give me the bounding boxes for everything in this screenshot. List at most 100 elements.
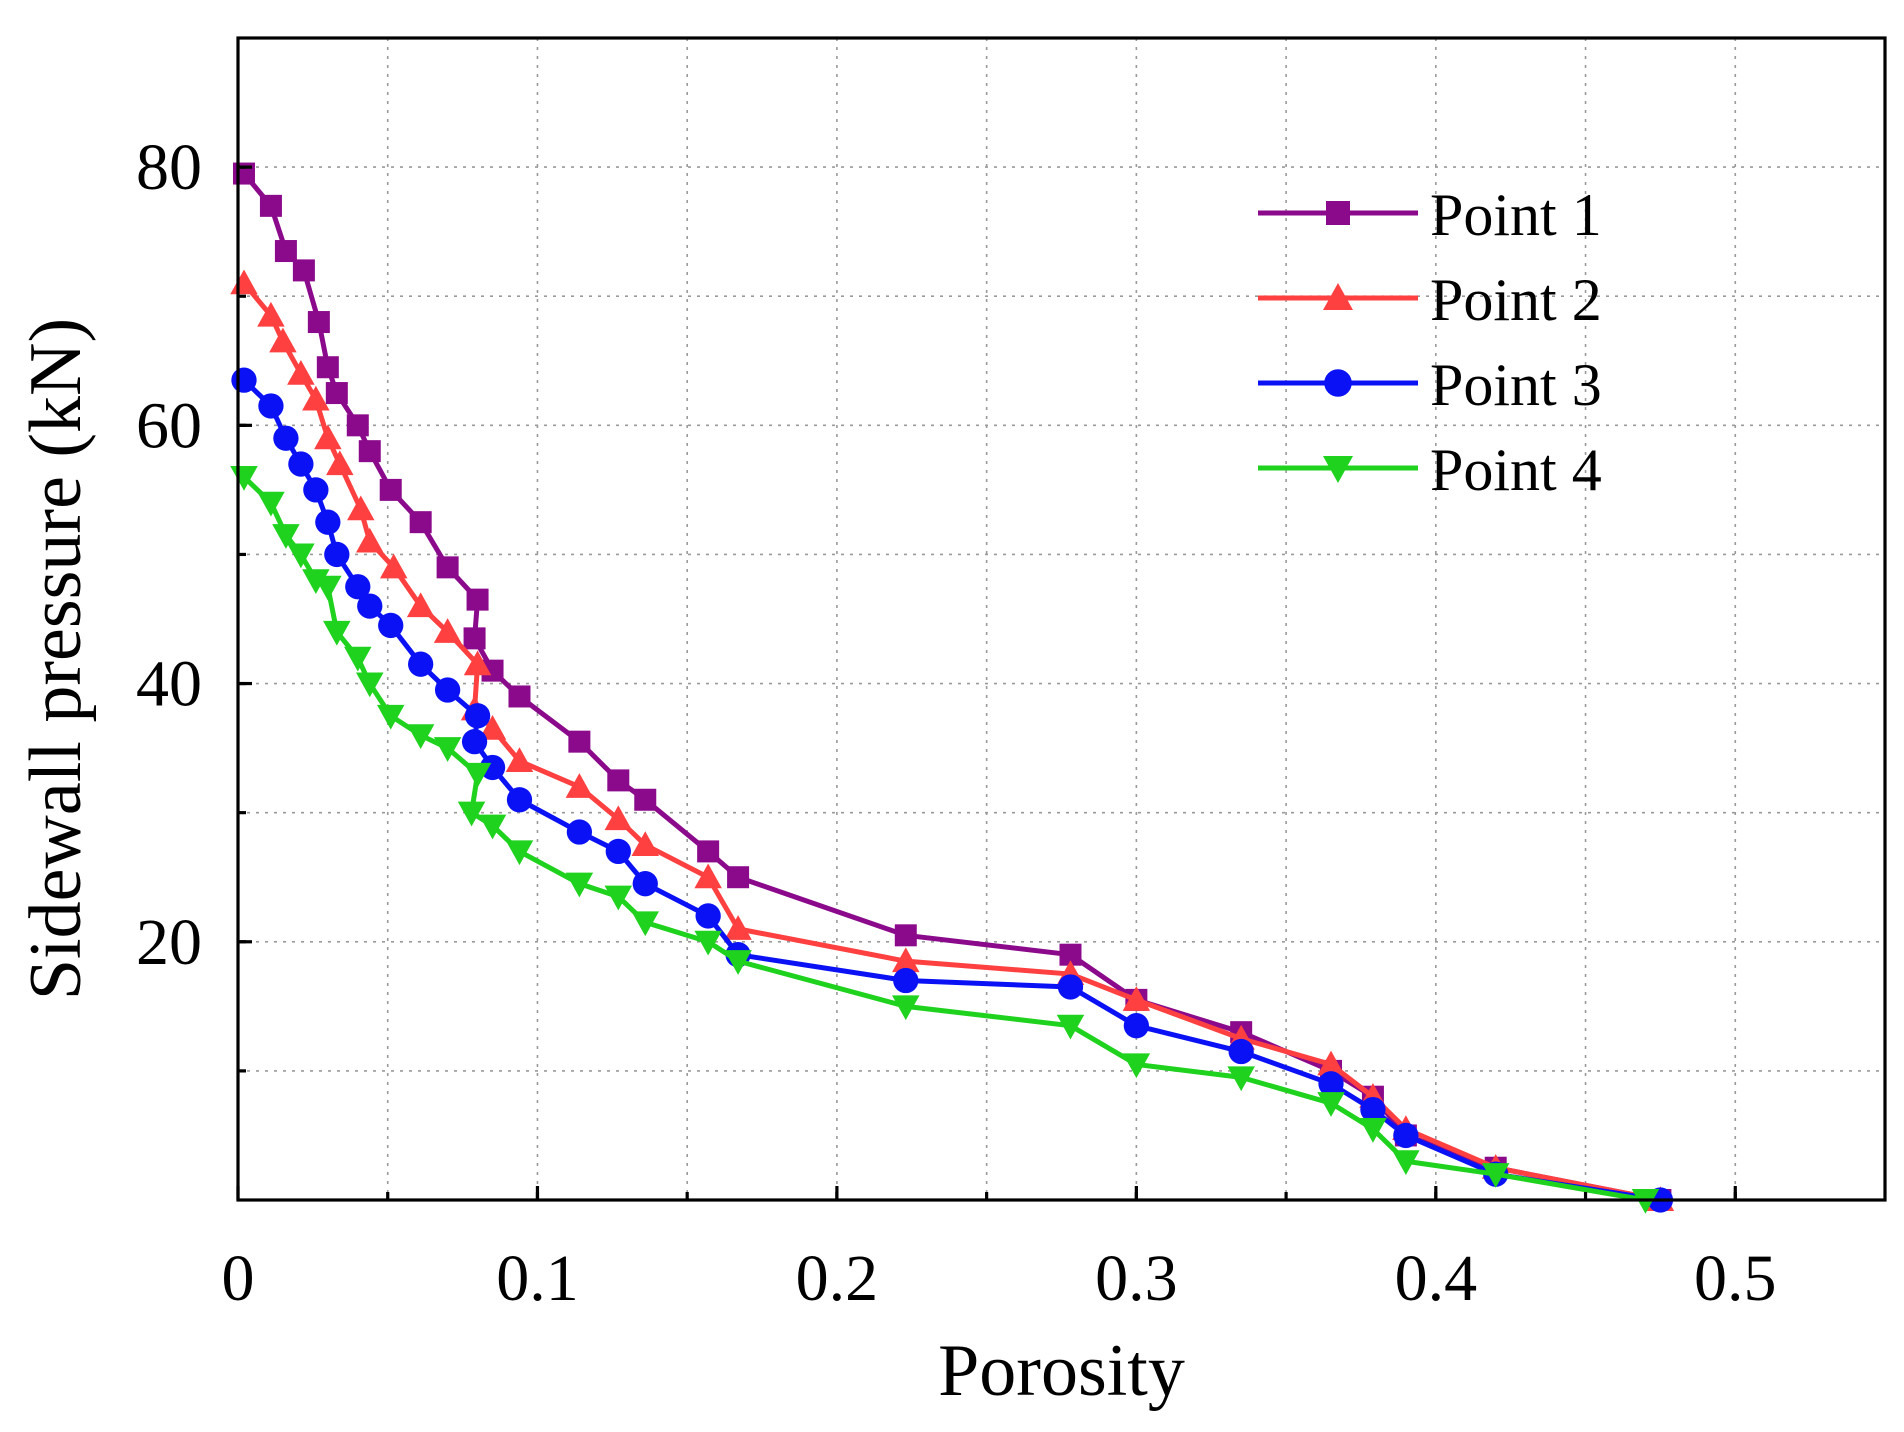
data-point-marker — [631, 911, 660, 937]
legend-entry-2: Point 2 — [1258, 267, 1602, 333]
data-point-marker — [508, 685, 531, 708]
data-point-marker — [1228, 1038, 1254, 1065]
data-point-marker — [316, 356, 339, 379]
data-point-marker — [269, 327, 297, 353]
data-point-marker — [315, 509, 341, 535]
data-point-marker — [464, 703, 491, 729]
data-point-marker — [274, 240, 297, 263]
data-point-marker — [604, 885, 633, 911]
data-point-marker — [1323, 283, 1353, 310]
data-point-marker — [892, 947, 920, 973]
y-axis-title: Sidewall pressure (kN) — [15, 318, 97, 1000]
data-point-marker — [434, 677, 461, 703]
data-point-marker — [1122, 1053, 1151, 1079]
legend-label: Point 1 — [1430, 182, 1602, 248]
data-point-marker — [356, 672, 384, 698]
x-tick-label: 0.4 — [1395, 1242, 1478, 1315]
data-point-marker — [481, 659, 504, 682]
data-point-marker — [302, 569, 330, 595]
data-point-marker — [1317, 1092, 1345, 1117]
data-point-marker — [303, 477, 329, 503]
data-point-marker — [436, 556, 459, 579]
data-point-marker — [326, 450, 354, 476]
data-point-marker — [1393, 1122, 1419, 1149]
data-point-marker — [893, 967, 919, 994]
data-point-marker — [1392, 1150, 1420, 1176]
x-tick-label: 0.2 — [796, 1242, 879, 1315]
data-point-marker — [605, 838, 631, 865]
data-point-marker — [1324, 369, 1352, 397]
data-point-marker — [344, 646, 372, 672]
data-point-marker — [694, 863, 722, 889]
data-point-marker — [379, 553, 408, 579]
data-point-marker — [1359, 1117, 1387, 1143]
data-point-marker — [433, 618, 462, 643]
x-tick-label: 0.1 — [496, 1242, 579, 1315]
data-point-marker — [727, 866, 750, 889]
data-point-marker — [694, 930, 722, 956]
data-point-marker — [724, 915, 752, 940]
data-point-marker — [347, 495, 375, 521]
legend-entry-3: Point 3 — [1258, 352, 1602, 418]
data-point-marker — [607, 769, 630, 792]
data-point-marker — [1123, 1013, 1150, 1039]
axis-ticks: 0 0.1 0.2 0.3 0.4 0.5 20 40 60 80 — [136, 131, 1777, 1315]
data-point-marker — [345, 574, 371, 600]
x-axis-title: Porosity — [938, 1330, 1185, 1412]
data-point-marker — [1326, 201, 1350, 225]
data-point-marker — [376, 704, 405, 730]
series-4 — [230, 465, 1660, 1214]
data-point-marker — [292, 259, 315, 282]
legend-entry-4: Point 4 — [1258, 437, 1602, 503]
data-point-marker — [302, 385, 330, 411]
data-point-marker — [288, 451, 314, 477]
data-point-marker — [505, 747, 534, 773]
data-point-marker — [408, 651, 434, 677]
data-point-marker — [323, 620, 351, 646]
data-point-marker — [409, 511, 432, 534]
data-point-marker — [1059, 943, 1082, 966]
data-point-marker — [307, 311, 330, 334]
data-point-marker — [463, 650, 492, 676]
data-point-marker — [314, 424, 342, 450]
data-point-marker — [230, 269, 258, 295]
data-point-marker — [325, 382, 348, 405]
data-point-marker — [478, 714, 507, 740]
y-tick-label: 20 — [136, 906, 202, 979]
data-point-marker — [358, 440, 381, 463]
data-point-marker — [1227, 1066, 1255, 1092]
data-point-marker — [1360, 1096, 1386, 1123]
plot-frame — [236, 36, 1887, 1202]
data-point-marker — [379, 478, 402, 501]
y-tick-label: 60 — [136, 389, 202, 462]
data-point-marker — [258, 393, 284, 419]
legend-label: Point 2 — [1430, 267, 1602, 333]
data-point-marker — [478, 814, 507, 840]
data-point-marker — [1122, 986, 1151, 1011]
y-tick-label: 40 — [136, 648, 202, 721]
data-point-marker — [259, 194, 282, 217]
data-point-marker — [356, 527, 384, 553]
data-point-marker — [505, 840, 534, 866]
data-point-marker — [1056, 1014, 1085, 1040]
data-point-marker — [894, 924, 917, 947]
data-point-marker — [568, 730, 591, 753]
data-point-marker — [1318, 1071, 1344, 1097]
series-line — [242, 378, 1661, 1203]
data-point-marker — [357, 593, 383, 619]
data-point-marker — [634, 788, 657, 811]
data-point-marker — [892, 995, 920, 1021]
data-point-marker — [463, 627, 486, 650]
data-point-marker — [461, 729, 488, 755]
data-point-marker — [257, 491, 285, 517]
data-point-marker — [324, 541, 350, 568]
data-point-marker — [273, 425, 299, 451]
data-point-marker — [466, 588, 489, 611]
data-point-marker — [433, 737, 462, 762]
data-point-marker — [378, 612, 404, 639]
legend: Point 1 Point 2 Point 3 Point 4 — [1258, 182, 1602, 503]
y-tick-label: 80 — [136, 131, 202, 204]
legend-entry-1: Point 1 — [1258, 182, 1602, 248]
data-point-marker — [632, 871, 658, 897]
